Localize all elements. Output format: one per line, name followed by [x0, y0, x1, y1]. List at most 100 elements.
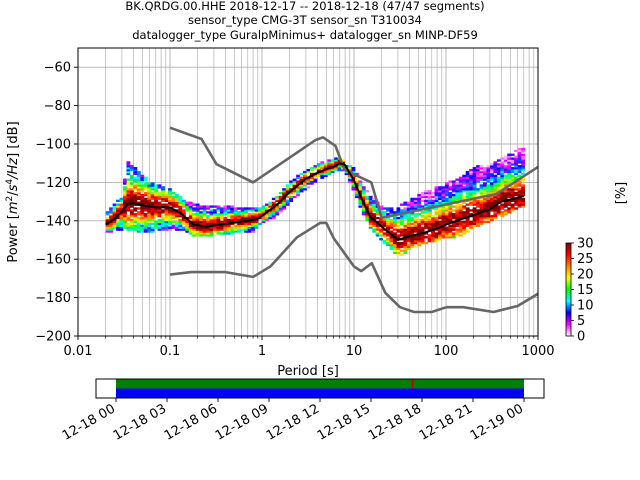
histogram-cell — [261, 205, 266, 208]
histogram-cell — [448, 192, 453, 195]
histogram-cell — [503, 176, 508, 179]
histogram-cell — [417, 201, 422, 204]
histogram-cell — [462, 228, 467, 231]
histogram-cell — [251, 216, 255, 220]
histogram-cell — [465, 213, 470, 216]
histogram-cell — [188, 230, 193, 233]
histogram-cell — [434, 222, 439, 226]
histogram-cell — [237, 215, 242, 218]
histogram-cell — [496, 163, 501, 166]
histogram-cell — [365, 195, 370, 199]
histogram-cell — [486, 172, 491, 176]
histogram-cell — [258, 209, 262, 212]
histogram-cell — [389, 220, 394, 224]
histogram-cell — [510, 174, 515, 178]
histogram-cell — [379, 218, 384, 222]
histogram-cell — [507, 207, 512, 210]
histogram-cell — [372, 197, 377, 201]
histogram-cell — [441, 207, 446, 210]
histogram-cell — [254, 216, 259, 220]
histogram-cell — [465, 228, 470, 231]
histogram-cell — [438, 220, 442, 224]
histogram-cell — [413, 215, 418, 218]
histogram-cell — [489, 201, 494, 204]
histogram-cell — [161, 209, 165, 212]
histogram-cell — [469, 178, 474, 181]
histogram-cell — [489, 168, 494, 172]
histogram-cell — [150, 203, 155, 206]
histogram-cell — [126, 184, 131, 187]
y-axis-label: Power [m2/s4/Hz] [dB] — [5, 121, 21, 262]
histogram-cell — [251, 228, 255, 231]
histogram-cell — [517, 188, 522, 191]
histogram-cell — [476, 168, 480, 172]
histogram-cell — [517, 161, 522, 164]
histogram-cell — [368, 226, 373, 229]
histogram-cell — [358, 205, 363, 208]
histogram-cell — [521, 149, 525, 153]
histogram-cell — [448, 220, 453, 224]
histogram-cell — [140, 207, 145, 210]
histogram-cell — [455, 232, 460, 235]
histogram-cell — [483, 172, 487, 176]
histogram-cell — [438, 230, 442, 233]
histogram-cell — [507, 176, 512, 179]
histogram-cell — [150, 193, 155, 197]
histogram-cell — [240, 215, 245, 218]
histogram-cell — [472, 182, 477, 185]
histogram-cell — [521, 197, 525, 201]
histogram-cell — [386, 238, 390, 241]
histogram-cell — [479, 215, 484, 218]
histogram-cell — [469, 192, 474, 195]
histogram-cell — [147, 216, 152, 220]
histogram-cell — [496, 209, 501, 212]
histogram-cell — [119, 218, 124, 222]
histogram-cell — [192, 226, 197, 229]
histogram-cell — [136, 211, 141, 214]
histogram-cell — [161, 190, 165, 193]
histogram-cell — [133, 178, 138, 181]
histogram-cell — [226, 215, 231, 218]
histogram-cell — [202, 209, 207, 212]
histogram-cell — [517, 180, 522, 183]
histogram-cell — [299, 182, 304, 185]
histogram-cell — [483, 220, 487, 224]
histogram-cell — [424, 192, 429, 195]
histogram-cell — [444, 216, 449, 220]
histogram-cell — [351, 168, 356, 172]
histogram-cell — [303, 176, 307, 179]
histogram-cell — [438, 238, 442, 241]
histogram-cell — [420, 240, 425, 243]
histogram-cell — [116, 222, 120, 226]
histogram-cell — [410, 245, 415, 249]
histogram-cell — [448, 180, 453, 183]
histogram-cell — [334, 168, 339, 172]
histogram-cell — [136, 170, 141, 174]
histogram-cell — [403, 224, 408, 227]
histogram-cell — [403, 216, 408, 220]
histogram-cell — [448, 188, 453, 191]
histogram-cell — [168, 215, 172, 218]
histogram-cell — [465, 193, 470, 197]
histogram-cell — [479, 218, 484, 222]
histogram-cell — [396, 234, 401, 237]
histogram-cell — [365, 218, 370, 222]
histogram-cell — [462, 232, 467, 235]
histogram-cell — [424, 211, 429, 214]
histogram-cell — [379, 207, 384, 210]
histogram-cell — [413, 205, 418, 208]
histogram-cell — [462, 224, 467, 227]
histogram-cell — [431, 230, 435, 233]
histogram-cell — [396, 216, 401, 220]
histogram-cell — [289, 199, 294, 202]
histogram-cell — [410, 232, 415, 235]
histogram-cell — [105, 220, 110, 224]
histogram-cell — [517, 153, 522, 156]
histogram-cell — [195, 213, 200, 216]
histogram-cell — [379, 209, 384, 212]
histogram-cell — [275, 197, 280, 201]
histogram-cell — [483, 178, 487, 181]
histogram-cell — [157, 201, 162, 204]
histogram-cell — [264, 203, 269, 206]
histogram-cell — [458, 224, 463, 227]
